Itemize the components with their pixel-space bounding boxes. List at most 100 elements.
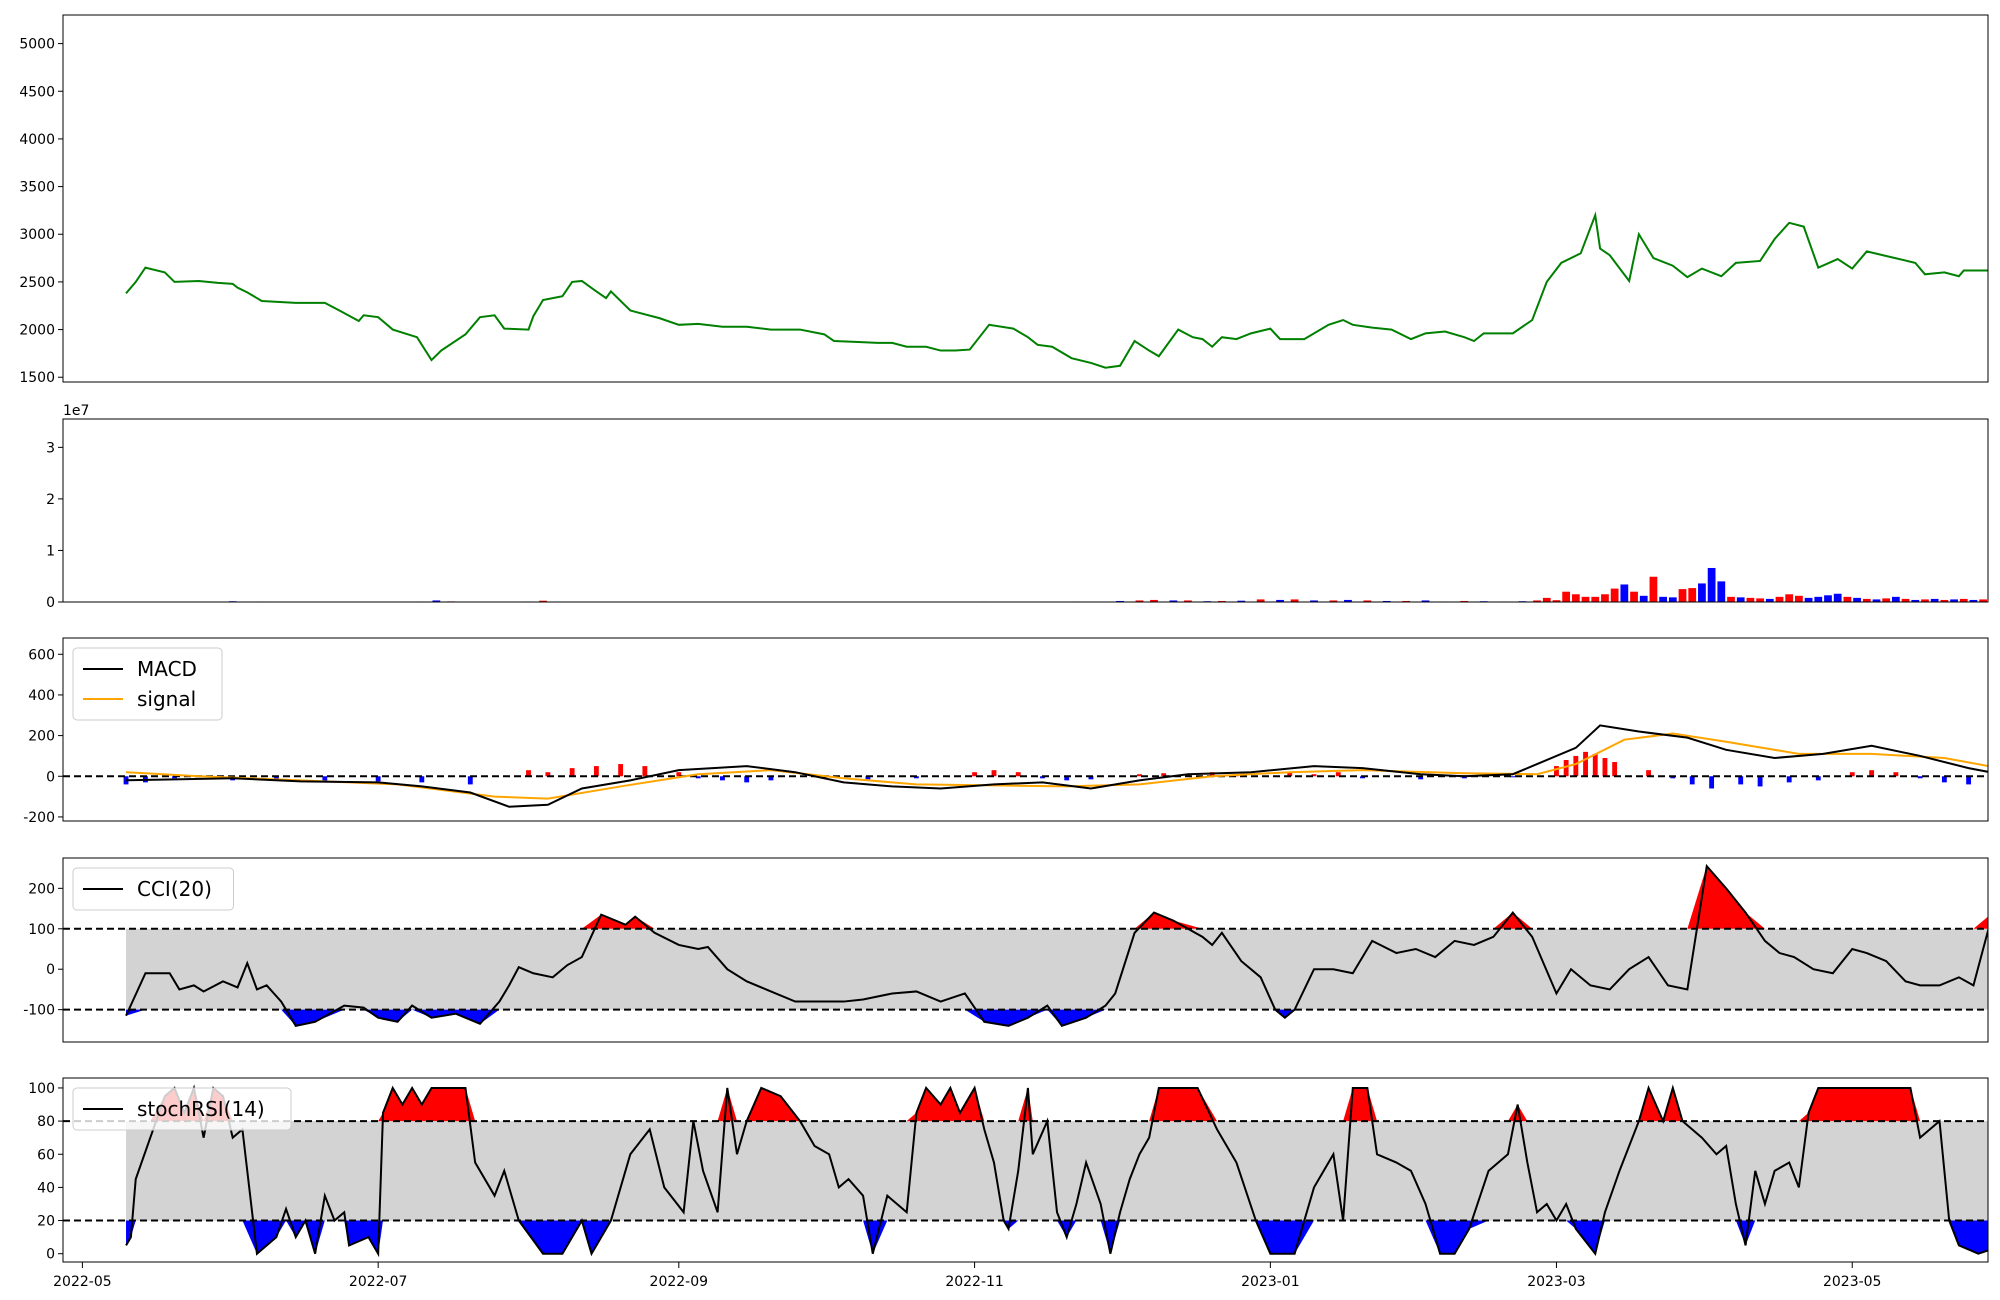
macd-histogram-bar (1287, 772, 1293, 777)
cci-ytick-label: 0 (46, 962, 55, 978)
volume-bar (1237, 600, 1246, 602)
volume-bar (1581, 596, 1590, 602)
stochrsi-plot-area (63, 1084, 1988, 1258)
macd-histogram-bar (1917, 776, 1923, 779)
volume-bar (1765, 598, 1774, 602)
macd-histogram-bar (545, 772, 551, 777)
macd-histogram-bar (676, 772, 682, 777)
volume-bar (1344, 599, 1352, 602)
stochrsi-legend-label: stochRSI(14) (137, 1097, 265, 1121)
stochrsi-overbought-fill (126, 1087, 1988, 1122)
macd-histogram-bar (1612, 762, 1618, 777)
macd-histogram-bar (1311, 774, 1317, 777)
macd-histogram-bar (467, 776, 473, 785)
price-ytick-label: 5000 (19, 37, 55, 53)
cci-band (126, 928, 1988, 1010)
volume-bar (1891, 596, 1900, 602)
macd-histogram-bar (1670, 776, 1676, 779)
macd-ytick-label: 600 (28, 647, 55, 663)
stochrsi-line (125, 1084, 1988, 1258)
macd-histogram-bar (1461, 776, 1467, 779)
volume-bar (1872, 599, 1881, 602)
macd-ytick-label: 400 (28, 688, 55, 704)
macd-legend-label: signal (137, 687, 196, 711)
cci-legend-label: CCI(20) (137, 877, 212, 901)
stochrsi-legend-box (72, 1087, 292, 1131)
volume-bar (1382, 600, 1391, 602)
cci-plot-area (63, 863, 1988, 1028)
volume-bar (1620, 584, 1629, 602)
macd-histogram-bar (1869, 770, 1875, 777)
volume-bar (1533, 600, 1541, 602)
x-axis-tick-label: 2023-05 (1823, 1274, 1882, 1290)
x-axis-tick-label: 2023-03 (1527, 1274, 1586, 1290)
volume-bar (1591, 596, 1600, 602)
cci-oversold-fill (126, 1009, 1988, 1026)
macd-panel: -200 0 200 400 600 MACD signal (23, 637, 1989, 826)
macd-plot-area (63, 724, 1988, 808)
volume-plot-area (175, 567, 1988, 602)
macd-histogram-bar (972, 772, 978, 777)
cci-overbought-fill (126, 866, 1988, 929)
volume-bar (1169, 600, 1178, 602)
macd-histogram-bar (1418, 776, 1424, 780)
macd-ytick-label: 0 (46, 769, 55, 785)
macd-histogram-bar (1360, 776, 1365, 779)
macd-histogram-bar (526, 770, 531, 777)
stochrsi-ytick-label: 40 (37, 1180, 55, 1196)
macd-histogram-bar (991, 770, 997, 777)
volume-bar (1639, 595, 1648, 602)
volume-bar (1707, 567, 1716, 602)
macd-histogram-bar (1757, 776, 1763, 787)
macd-histogram-bar (1335, 772, 1341, 777)
price-ytick-label: 3000 (19, 227, 55, 243)
volume-bar (1824, 595, 1832, 602)
volume-bar (1727, 596, 1735, 602)
volume-bar (1940, 599, 1949, 602)
volume-bar (1785, 594, 1794, 602)
macd-histogram-bar (913, 776, 919, 779)
volume-ytick-label: 3 (46, 440, 55, 456)
volume-bar (1717, 581, 1726, 602)
volume-bar (1421, 600, 1430, 602)
volume-bar (1882, 598, 1891, 602)
macd-histogram-bar (1592, 753, 1598, 777)
macd-histogram-bar (1563, 760, 1569, 777)
volume-bar (1276, 599, 1284, 602)
price-plot-area (125, 211, 1988, 369)
volume-bar (1184, 600, 1192, 602)
price-ytick-label: 2000 (19, 323, 55, 339)
volume-bar (1746, 597, 1755, 602)
stochrsi-oversold-fill (126, 1220, 1988, 1254)
macd-histogram-bar (1583, 751, 1588, 777)
volume-bar (1930, 598, 1939, 602)
volume-ytick-label: 1 (46, 543, 55, 559)
x-axis-tick-label: 2022-05 (53, 1274, 112, 1290)
volume-bar (1969, 599, 1978, 602)
volume-bar (1950, 599, 1958, 602)
macd-histogram-bar (1815, 776, 1821, 781)
macd-histogram-bar (1941, 776, 1947, 783)
volume-bar (1460, 600, 1469, 602)
price-ytick-label: 4000 (19, 132, 55, 148)
volume-ytick-label: 2 (46, 492, 55, 508)
volume-bar (1921, 599, 1929, 602)
volume-bar (432, 600, 441, 602)
macd-histogram-bar (1786, 776, 1792, 783)
volume-bar (1310, 600, 1318, 602)
macd-histogram-bar (123, 776, 129, 785)
macd-histogram-bar (695, 776, 701, 779)
volume-bar (1688, 588, 1697, 602)
volume-bar (1795, 595, 1803, 602)
volume-bar (1562, 591, 1571, 602)
macd-histogram-bar (1893, 772, 1899, 777)
volume-bar (1290, 599, 1299, 602)
macd-histogram-bar (618, 764, 624, 777)
macd-legend-label: MACD (137, 657, 197, 681)
macd-histogram-bar (1510, 776, 1516, 778)
price-ytick-label: 2500 (19, 275, 55, 291)
macd-histogram-bar (1738, 776, 1744, 785)
cci-ytick-label: 200 (28, 881, 55, 897)
macd-histogram-bar (322, 776, 328, 783)
